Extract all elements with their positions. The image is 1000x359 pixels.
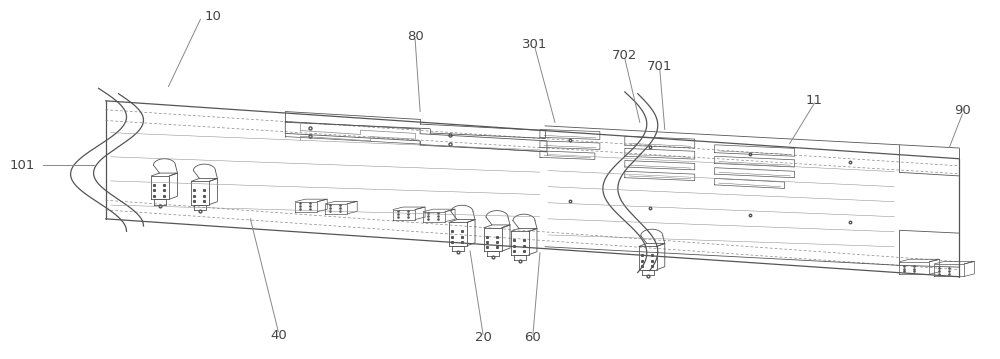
Text: 40: 40 bbox=[270, 328, 287, 341]
Text: 10: 10 bbox=[205, 10, 222, 23]
Text: 702: 702 bbox=[612, 49, 638, 62]
Text: 80: 80 bbox=[407, 30, 423, 43]
Text: 60: 60 bbox=[525, 331, 541, 344]
Text: 101: 101 bbox=[10, 159, 35, 172]
Text: 90: 90 bbox=[954, 104, 971, 117]
Text: 11: 11 bbox=[806, 94, 823, 107]
Text: 701: 701 bbox=[647, 60, 672, 73]
Text: 20: 20 bbox=[475, 331, 491, 344]
Text: 301: 301 bbox=[522, 38, 548, 51]
